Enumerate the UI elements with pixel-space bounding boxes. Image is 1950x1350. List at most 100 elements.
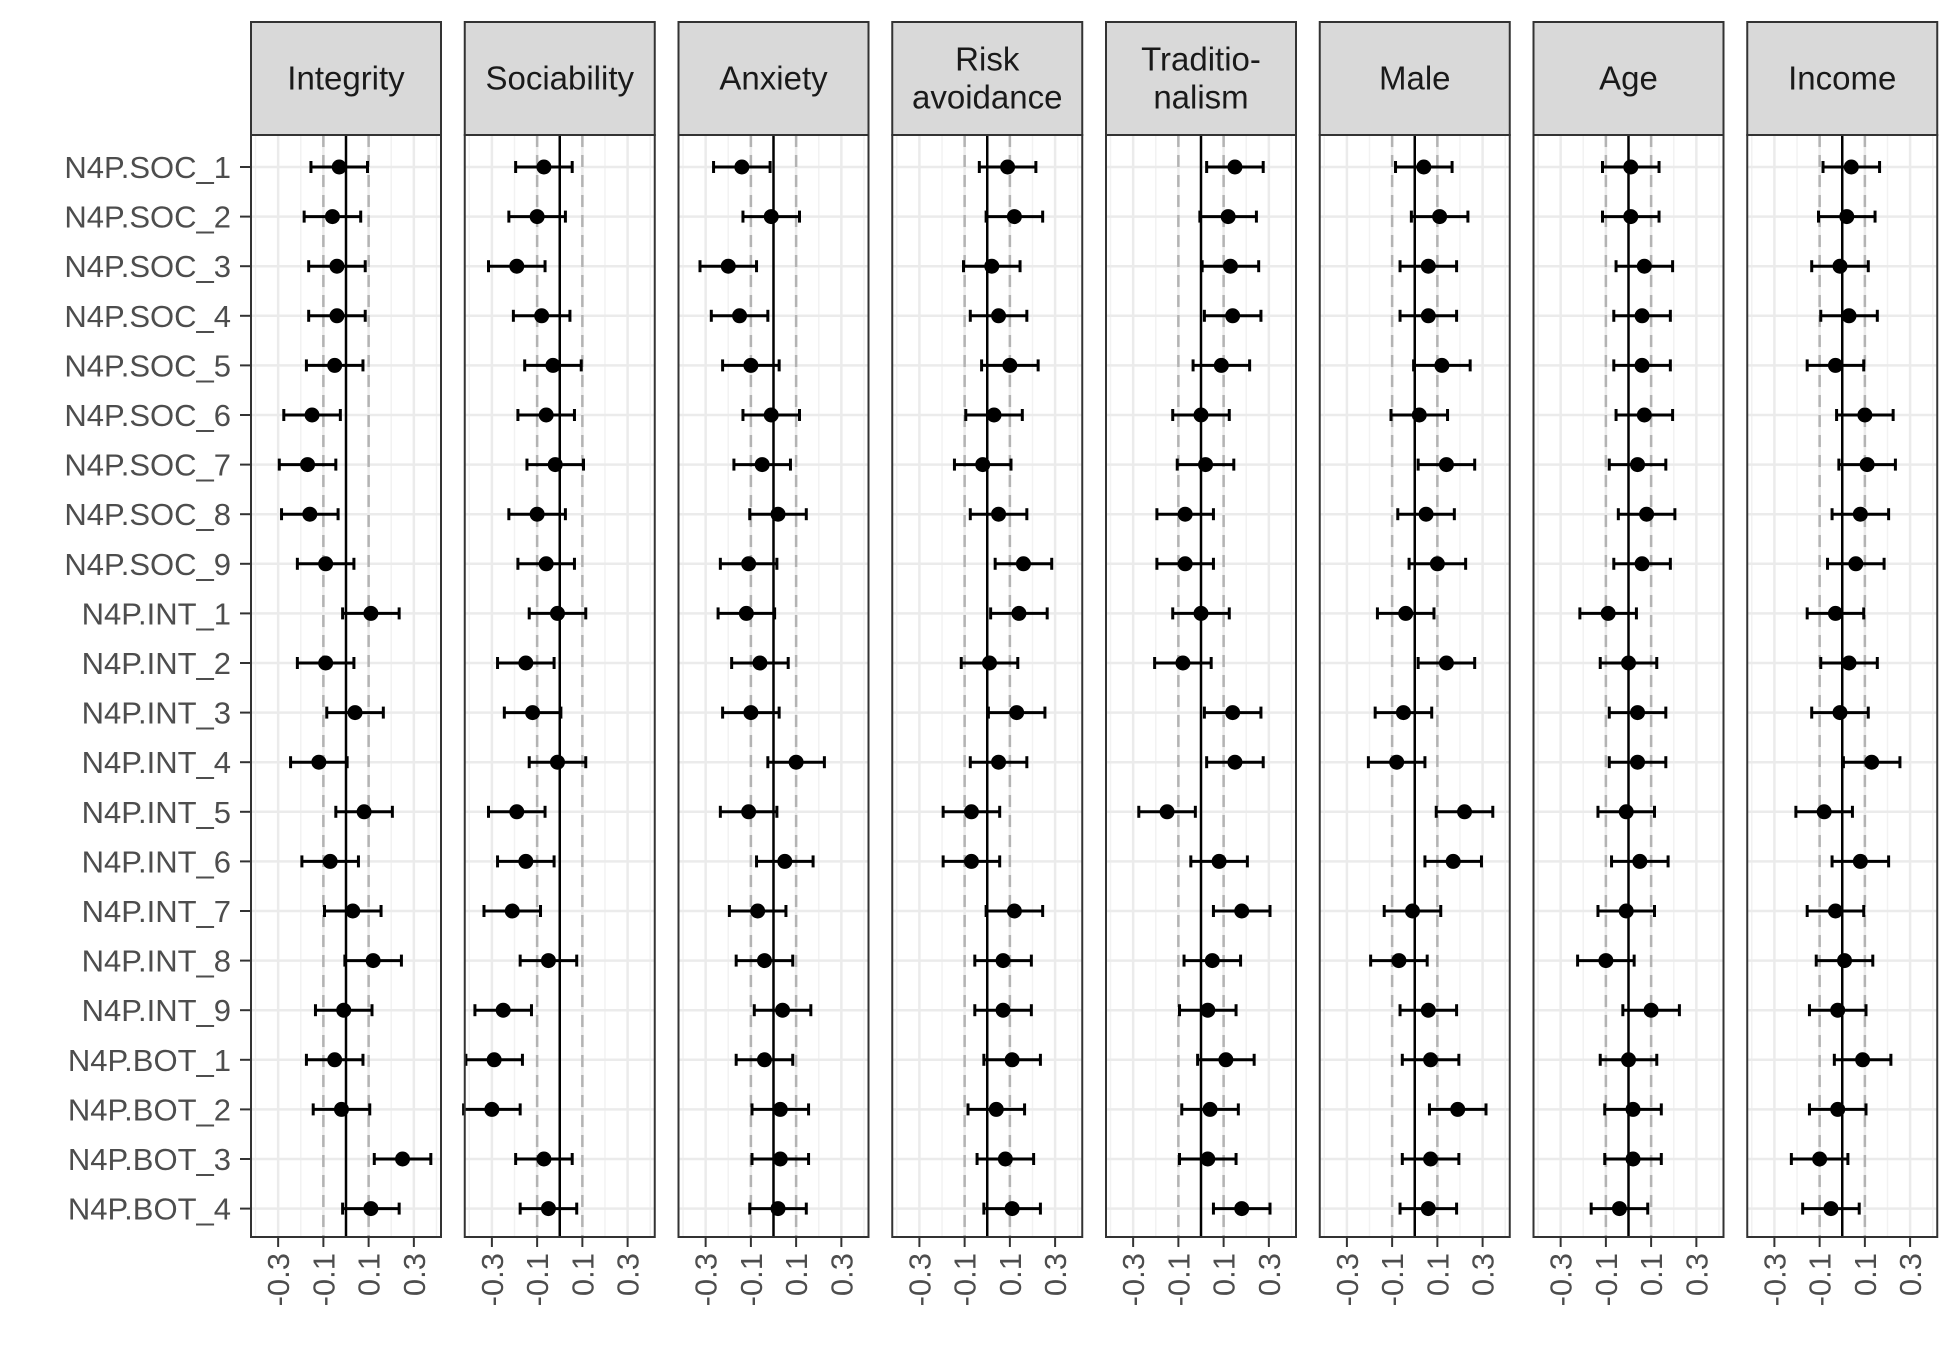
x-tick-label: -0.1 [1803, 1253, 1838, 1306]
y-tick-label: N4P.SOC_4 [64, 299, 231, 334]
x-tick-label: 0.1 [352, 1253, 387, 1296]
data-point [1411, 407, 1427, 423]
data-point [534, 308, 550, 324]
x-tick-label: -0.1 [520, 1253, 555, 1306]
data-point [1193, 407, 1209, 423]
data-point [1450, 1101, 1466, 1117]
x-tick-label: 0.3 [824, 1253, 859, 1296]
data-point [1432, 209, 1448, 225]
facet-strip-label: Risk [955, 41, 1020, 78]
data-point [365, 953, 381, 969]
y-tick-label: N4P.BOT_1 [68, 1043, 231, 1078]
data-point [991, 506, 1007, 522]
x-tick-label: -0.1 [1161, 1253, 1196, 1306]
data-point [772, 1101, 788, 1117]
panel-border [1318, 134, 1511, 1238]
data-point [1004, 1052, 1020, 1068]
x-tick-label: 0.1 [779, 1253, 814, 1296]
data-point [1621, 1052, 1636, 1068]
data-point [1175, 655, 1191, 671]
data-point [1420, 308, 1436, 324]
data-point [1000, 159, 1016, 175]
data-point [788, 754, 804, 770]
facet-strip-label: Integrity [287, 60, 405, 97]
x-tick-label: -0.3 [689, 1253, 724, 1306]
data-point [997, 1151, 1013, 1167]
data-point [1395, 705, 1411, 721]
x-tick-label: 0.3 [1252, 1253, 1287, 1296]
data-point [304, 407, 320, 423]
data-point [311, 754, 327, 770]
facet-panel-5: Traditio-nalism -0.3 -0.1 0.1 0.3 [1105, 21, 1297, 1306]
data-point [529, 209, 545, 225]
data-point [1202, 1101, 1218, 1117]
data-point [743, 705, 759, 721]
y-tick-label: N4P.SOC_8 [64, 497, 231, 532]
data-point [1389, 754, 1405, 770]
data-point [1823, 1201, 1839, 1217]
data-point [331, 159, 347, 175]
data-point [1225, 705, 1241, 721]
y-tick-label: N4P.INT_6 [82, 844, 231, 879]
data-point [1227, 159, 1243, 175]
data-point [1859, 457, 1875, 473]
data-point [1198, 457, 1214, 473]
data-point [1006, 209, 1022, 225]
data-point [536, 1151, 552, 1167]
data-point [518, 853, 534, 869]
data-point [1837, 953, 1853, 969]
data-point [318, 556, 334, 572]
data-point [1625, 1101, 1641, 1117]
x-tick-label: 0.3 [1466, 1253, 1501, 1296]
data-point [1177, 506, 1193, 522]
data-point [777, 853, 793, 869]
x-tick-label: 0.3 [1038, 1253, 1073, 1296]
data-point [982, 655, 998, 671]
data-point [363, 605, 379, 621]
data-point [484, 1101, 500, 1117]
data-point [772, 1151, 788, 1167]
data-point [1177, 556, 1193, 572]
data-point [327, 357, 343, 373]
data-point [324, 209, 340, 225]
y-tick-label: N4P.INT_2 [82, 646, 231, 681]
data-point [525, 705, 541, 721]
data-point [991, 308, 1007, 324]
data-point [1827, 903, 1843, 919]
data-point [770, 1201, 786, 1217]
facet-strip [463, 21, 656, 136]
x-tick-label: -0.3 [1116, 1253, 1151, 1306]
data-point [1225, 308, 1241, 324]
data-point [1636, 407, 1652, 423]
facet-strip-label: Income [1788, 60, 1896, 97]
data-point [763, 407, 779, 423]
data-point [763, 209, 779, 225]
data-point [1839, 209, 1855, 225]
data-point [1827, 605, 1843, 621]
y-tick-label: N4P.INT_7 [82, 894, 231, 929]
data-point [1011, 605, 1027, 621]
y-tick-label: N4P.SOC_6 [64, 398, 231, 433]
x-tick-label: 0.1 [565, 1253, 600, 1296]
data-point [1204, 953, 1220, 969]
x-tick-label: -0.3 [902, 1253, 937, 1306]
data-point [1643, 1002, 1659, 1018]
data-point [1218, 1052, 1234, 1068]
data-point [770, 506, 786, 522]
data-point [1234, 903, 1250, 919]
data-point [1623, 159, 1639, 175]
data-point [754, 457, 770, 473]
y-tick-label: N4P.BOT_3 [68, 1142, 231, 1177]
y-axis: N4P.SOC_1 N4P.SOC_2 N4P.SOC_3 N4P.SOC_4 N4P.… [64, 150, 251, 1227]
y-tick-label: N4P.SOC_1 [64, 150, 231, 185]
facet-strip-label: Sociability [485, 60, 634, 97]
data-point [549, 754, 565, 770]
y-tick-label: N4P.INT_9 [82, 993, 231, 1028]
data-point [1200, 1002, 1216, 1018]
data-point [486, 1052, 502, 1068]
data-point [963, 853, 979, 869]
data-point [329, 308, 345, 324]
data-point [318, 655, 334, 671]
data-point [1632, 853, 1648, 869]
data-point [756, 953, 772, 969]
